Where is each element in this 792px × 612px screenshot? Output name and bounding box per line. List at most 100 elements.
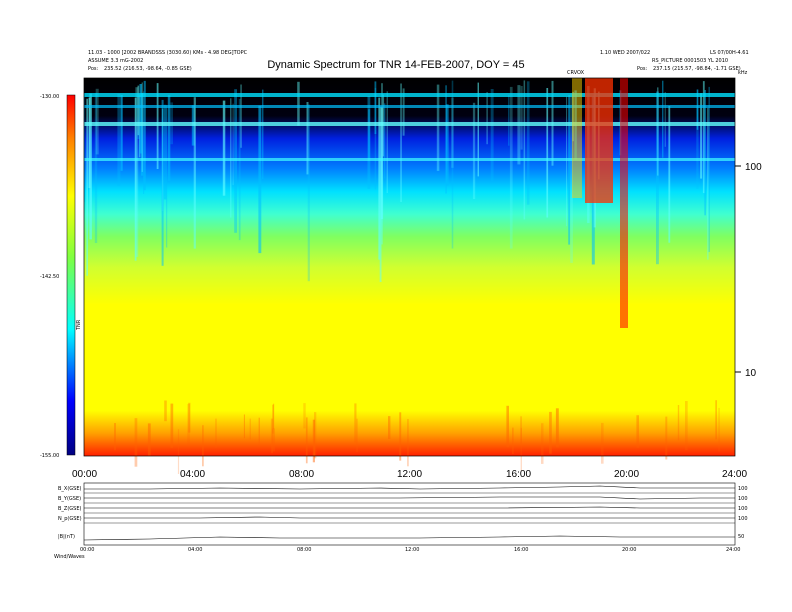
header-right-pos-label: Pos: xyxy=(637,66,648,72)
spectrogram-streak xyxy=(568,95,571,245)
spectrogram-streak xyxy=(708,86,710,253)
colorbar xyxy=(66,94,76,456)
spectrogram-streak xyxy=(490,89,494,181)
x-tick-4: 16:00 xyxy=(506,469,531,480)
y-tick-10: 10 xyxy=(745,368,757,379)
spectrogram-streak xyxy=(193,97,196,249)
spectrogram-streak-low xyxy=(188,402,191,433)
trace-np xyxy=(84,516,735,519)
spectrogram-streak xyxy=(89,93,92,240)
spectrogram-streak xyxy=(445,85,447,194)
spectrogram-streak-low xyxy=(541,423,544,464)
spectrogram-streak xyxy=(306,102,309,175)
spectrogram xyxy=(83,77,736,474)
unit-label: kHz xyxy=(738,70,748,76)
panel-label-bmag: |B|(nT) xyxy=(58,534,75,540)
spectrogram-streak-low xyxy=(273,403,275,430)
spectrogram-streak xyxy=(143,91,145,194)
spectrogram-streak xyxy=(380,106,384,219)
spectrogram-streak xyxy=(222,100,226,196)
spectrogram-streak xyxy=(137,85,140,136)
spectrogram-streak-low xyxy=(354,403,357,443)
panel-x-tick-3: 12:00 xyxy=(405,547,419,553)
spectrogram-streak xyxy=(508,95,510,146)
burst-left xyxy=(572,78,582,198)
panel-right-tick-2: 100 xyxy=(738,496,748,502)
spectrogram-streak xyxy=(696,106,699,189)
spectrogram-streak xyxy=(141,82,143,172)
spectrogram-streak xyxy=(84,93,86,202)
spectrogram-streak xyxy=(240,84,242,148)
spectrogram-streak xyxy=(262,89,264,179)
band-2 xyxy=(84,105,735,108)
spectrogram-streak-low xyxy=(249,418,251,440)
burst-region xyxy=(585,78,613,203)
panel-x-tick-2: 08:00 xyxy=(297,547,311,553)
spectrogram-streak-low xyxy=(215,418,217,448)
chart-title: Dynamic Spectrum for TNR 14-FEB-2007, DO… xyxy=(267,59,525,71)
header-left-pos-label: Pos: xyxy=(88,66,99,72)
spectrogram-streak xyxy=(662,80,664,158)
spectrogram-streak xyxy=(446,104,449,186)
spectrogram-streak-low xyxy=(506,405,509,448)
panel-right-tick-1: 100 xyxy=(738,486,748,492)
spectrogram-streak xyxy=(134,97,137,261)
spectrogram-streak xyxy=(238,99,241,241)
spectrogram-streak-low xyxy=(272,404,274,434)
spectrogram-streak xyxy=(570,93,573,263)
trace-bz xyxy=(84,506,735,509)
spectrogram-streak xyxy=(368,109,371,160)
spectrogram-streak-low xyxy=(114,423,116,451)
spectrogram-streak xyxy=(140,93,144,176)
spectrogram-streak xyxy=(486,92,488,145)
spectrogram-streak xyxy=(700,93,703,179)
colorbar-tick-bottom: -155.00 xyxy=(40,453,59,459)
band-4 xyxy=(84,158,735,161)
x-tick-5: 20:00 xyxy=(614,469,639,480)
spectrogram-streak xyxy=(136,96,140,139)
spectrogram-streak-low xyxy=(677,405,680,441)
spectrogram-streak xyxy=(472,102,476,199)
spectrogram-streak-low xyxy=(555,408,559,448)
header-left-line2: ASSUME 3.3 mG-2002 xyxy=(88,58,144,64)
spectrogram-streak xyxy=(86,98,88,276)
event-marker-label: CRVOX xyxy=(567,70,585,76)
spectrogram-streak xyxy=(156,83,159,169)
spectrogram-streak-low xyxy=(314,412,317,459)
spectrogram-streak xyxy=(657,87,659,176)
spectrogram-streak xyxy=(656,91,659,265)
spectrogram-streak xyxy=(696,89,699,130)
spectrogram-streak-low xyxy=(665,416,668,460)
spectrogram-streak xyxy=(297,81,300,126)
trace-bx xyxy=(84,485,735,490)
header-left-line1: 11.03 - 1000 [2002 BRANDSSS (3030.60) KM… xyxy=(88,50,248,56)
spectrogram-streak-low xyxy=(601,422,604,464)
panel-x-tick-1: 04:00 xyxy=(188,547,202,553)
spectrogram-streak-low xyxy=(388,416,391,439)
x-tick-3: 12:00 xyxy=(397,469,422,480)
colorbar-label: TNR xyxy=(76,319,82,331)
spectrogram-streak-low xyxy=(718,407,720,452)
x-axis: 00:00 04:00 08:00 12:00 16:00 20:00 24:0… xyxy=(72,469,747,480)
spectrogram-streak xyxy=(520,86,523,150)
spectrogram-streak-low xyxy=(147,423,151,456)
band-1 xyxy=(84,93,735,97)
spectrogram-streak xyxy=(95,88,99,155)
spectrogram-streak xyxy=(230,98,232,218)
spectrogram-streak xyxy=(702,81,705,194)
spectrogram-streak-low xyxy=(303,403,306,429)
spectrogram-streak xyxy=(94,92,98,244)
panel-right-tick-5: 50 xyxy=(738,534,744,540)
spectrogram-streak-low xyxy=(243,414,245,439)
panel-label-bz: B_Z(GSE) xyxy=(58,506,82,512)
spectrogram-streak xyxy=(477,82,479,177)
spectrogram-streak-low xyxy=(164,400,167,422)
spectrogram-streak xyxy=(523,80,526,220)
panel-right-tick-3: 100 xyxy=(738,506,748,512)
spectrogram-streak xyxy=(704,90,706,216)
spectrogram-streak-low xyxy=(270,418,273,454)
spectrogram-streak xyxy=(167,95,171,181)
spectrogram-streak-low xyxy=(407,419,409,467)
panel-label-bx: B_X(GSE) xyxy=(58,486,82,492)
